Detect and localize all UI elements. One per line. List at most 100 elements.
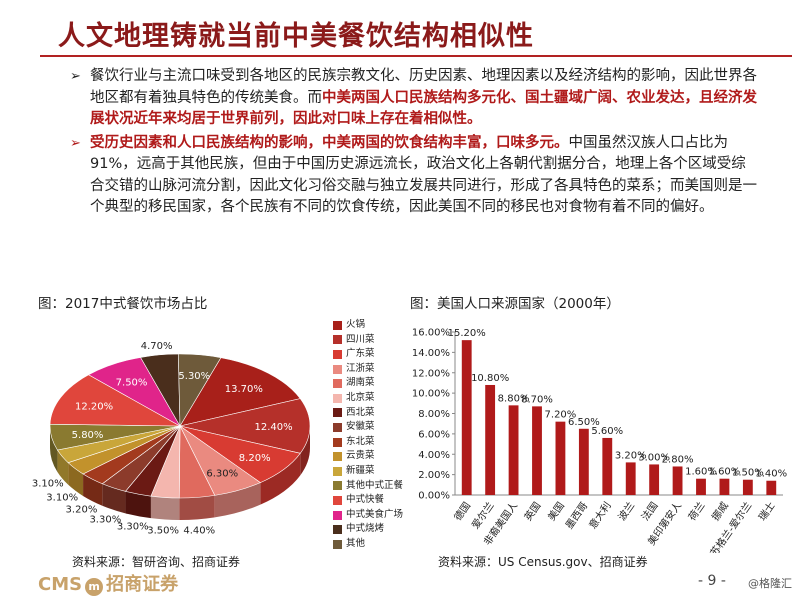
pie-slice <box>49 374 181 427</box>
legend-label: 四川菜 <box>346 333 375 345</box>
y-tick-label: 2.00% <box>418 470 450 481</box>
page-number: - 9 - <box>698 573 726 589</box>
bar-data-label: 5.60% <box>591 426 623 437</box>
bar <box>649 464 660 495</box>
bar-data-label: 6.50% <box>568 417 600 428</box>
legend-swatch <box>333 437 342 447</box>
pie-data-label: 3.50% <box>147 525 179 536</box>
bar <box>555 421 566 495</box>
pie-data-label: 12.20% <box>75 401 113 412</box>
pie-slice-side <box>260 453 301 505</box>
y-tick-label: 10.00% <box>412 389 450 400</box>
bullet-arrow-icon: ➢ <box>70 69 81 84</box>
pie-data-label: 12.40% <box>255 422 293 433</box>
pie-data-label: 8.20% <box>239 453 271 464</box>
pie-slice-side <box>214 482 261 518</box>
legend-label: 中式美食广场 <box>346 508 404 520</box>
legend-item: 北京菜 <box>333 391 403 406</box>
brand-logo: CMS m 招商证券 <box>38 570 178 596</box>
legend-swatch <box>333 452 342 462</box>
legend-swatch <box>333 481 342 491</box>
pie-data-label: 3.30% <box>89 514 121 525</box>
pie-data-label: 7.50% <box>116 378 148 389</box>
legend-item: 中式快餐 <box>333 493 403 508</box>
x-tick-label: 意大利 <box>586 499 614 531</box>
pie-labels: 13.70%12.40%8.20%6.30%4.40%3.50%3.30%3.3… <box>32 341 293 536</box>
bar-data-label: 8.80% <box>498 393 530 404</box>
bar <box>696 478 706 495</box>
y-tick-label: 14.00% <box>412 348 450 359</box>
legend-item: 云贵菜 <box>333 449 403 464</box>
x-tick-label: 挪威 <box>709 499 731 523</box>
legend-label: 湖南菜 <box>346 377 375 389</box>
pie-slice-side <box>125 491 151 519</box>
bar <box>766 480 777 495</box>
legend-swatch <box>333 422 342 432</box>
bar <box>461 340 472 495</box>
legend-item: 中式烧烤 <box>333 522 403 537</box>
legend-swatch <box>333 320 342 330</box>
bar-chart: 0.00% 2.00% 4.00% 6.00% 8.00% 10.00% 12.00% 14.… <box>412 328 787 554</box>
x-tick-label: 苏格兰-爱尔兰 <box>707 499 754 553</box>
legend-label: 安徽菜 <box>346 421 375 433</box>
legend-label: 中式快餐 <box>346 494 385 506</box>
bar-data-label: 2.80% <box>662 454 694 465</box>
x-tick-label: 荷兰 <box>685 499 707 523</box>
legend-item: 其他中式正餐 <box>333 479 403 494</box>
legend-label: 云贵菜 <box>346 450 375 462</box>
legend-item: 四川菜 <box>333 333 403 348</box>
logo-text-cn: 招商证券 <box>106 574 179 595</box>
pie-data-label: 3.20% <box>66 505 98 516</box>
legend-label: 火锅 <box>346 319 366 330</box>
bar <box>672 466 683 495</box>
y-tick-label: 8.00% <box>418 409 450 420</box>
bullet-2-highlight: 受历史因素和人口民族结构的影响，中美两国的饮食结构丰富，口味多元。 <box>90 134 569 151</box>
legend-item: 湖南菜 <box>333 376 403 391</box>
pie-slice <box>179 357 301 427</box>
legend-label: 新疆菜 <box>346 464 375 476</box>
pie-slice-side <box>57 449 69 485</box>
bar <box>532 406 542 495</box>
x-tick-label: 德国 <box>451 499 473 523</box>
pie-data-label: 4.40% <box>183 525 215 536</box>
legend-label: 其他中式正餐 <box>346 479 404 491</box>
pie-slice <box>179 398 311 454</box>
legend-label: 中式烧烤 <box>346 523 385 535</box>
pie-chart: 13.70%12.40%8.20%6.30%4.40%3.50%3.30%3.3… <box>32 341 311 536</box>
bar-data-label: 1.60% <box>709 467 741 478</box>
bar-data-label: 1.50% <box>732 468 764 479</box>
legend-swatch <box>333 510 342 520</box>
bar <box>485 384 496 495</box>
pie-slice-side <box>150 496 180 520</box>
bullet-1-highlight: 中美两国人口民族结构多元化、国土疆域广阔、农业发达，且经济发展状况近年来均居于世… <box>90 89 757 128</box>
slide-title: 人文地理铸就当前中美餐饮结构相似性 <box>58 21 534 52</box>
legend-label: 其他 <box>346 537 366 549</box>
y-tick-label: 4.00% <box>418 450 450 461</box>
bar-data-label: 8.70% <box>521 394 553 405</box>
pie-slice-side <box>68 462 84 496</box>
pie-data-label: 5.30% <box>178 371 210 382</box>
legend-label: 北京菜 <box>346 391 375 403</box>
y-tick-label: 16.00% <box>412 328 450 339</box>
legend-swatch <box>333 379 342 389</box>
y-tick-label: 0.00% <box>418 491 450 502</box>
pie-slice-side <box>50 426 58 472</box>
legend-item: 其他 <box>333 537 403 552</box>
legend-swatch <box>333 525 342 535</box>
legend-item: 新疆菜 <box>333 464 403 479</box>
legend-swatch <box>333 466 342 476</box>
bar-data-label: 3.00% <box>638 452 670 463</box>
bar-data-label: 15.20% <box>448 328 486 339</box>
bullet-list: ➢ 餐饮行业与主流口味受到各地区的民族宗教文化、历史因素、地理因素以及经济结构的… <box>70 66 760 221</box>
pie-sides <box>50 426 310 520</box>
x-tick-label: 瑞士 <box>756 499 778 523</box>
legend-item: 西北菜 <box>333 406 403 421</box>
bar <box>508 405 519 495</box>
x-tick-label: 英国 <box>521 499 543 523</box>
logo-circle-icon: m <box>85 578 104 596</box>
pie-slice <box>178 353 222 428</box>
pie-chart-source: 资料来源：智研咨询、招商证券 <box>72 555 241 569</box>
bar <box>719 478 730 495</box>
bar-data-label: 3.20% <box>615 450 647 461</box>
bar-data-label: 7.20% <box>545 410 577 421</box>
